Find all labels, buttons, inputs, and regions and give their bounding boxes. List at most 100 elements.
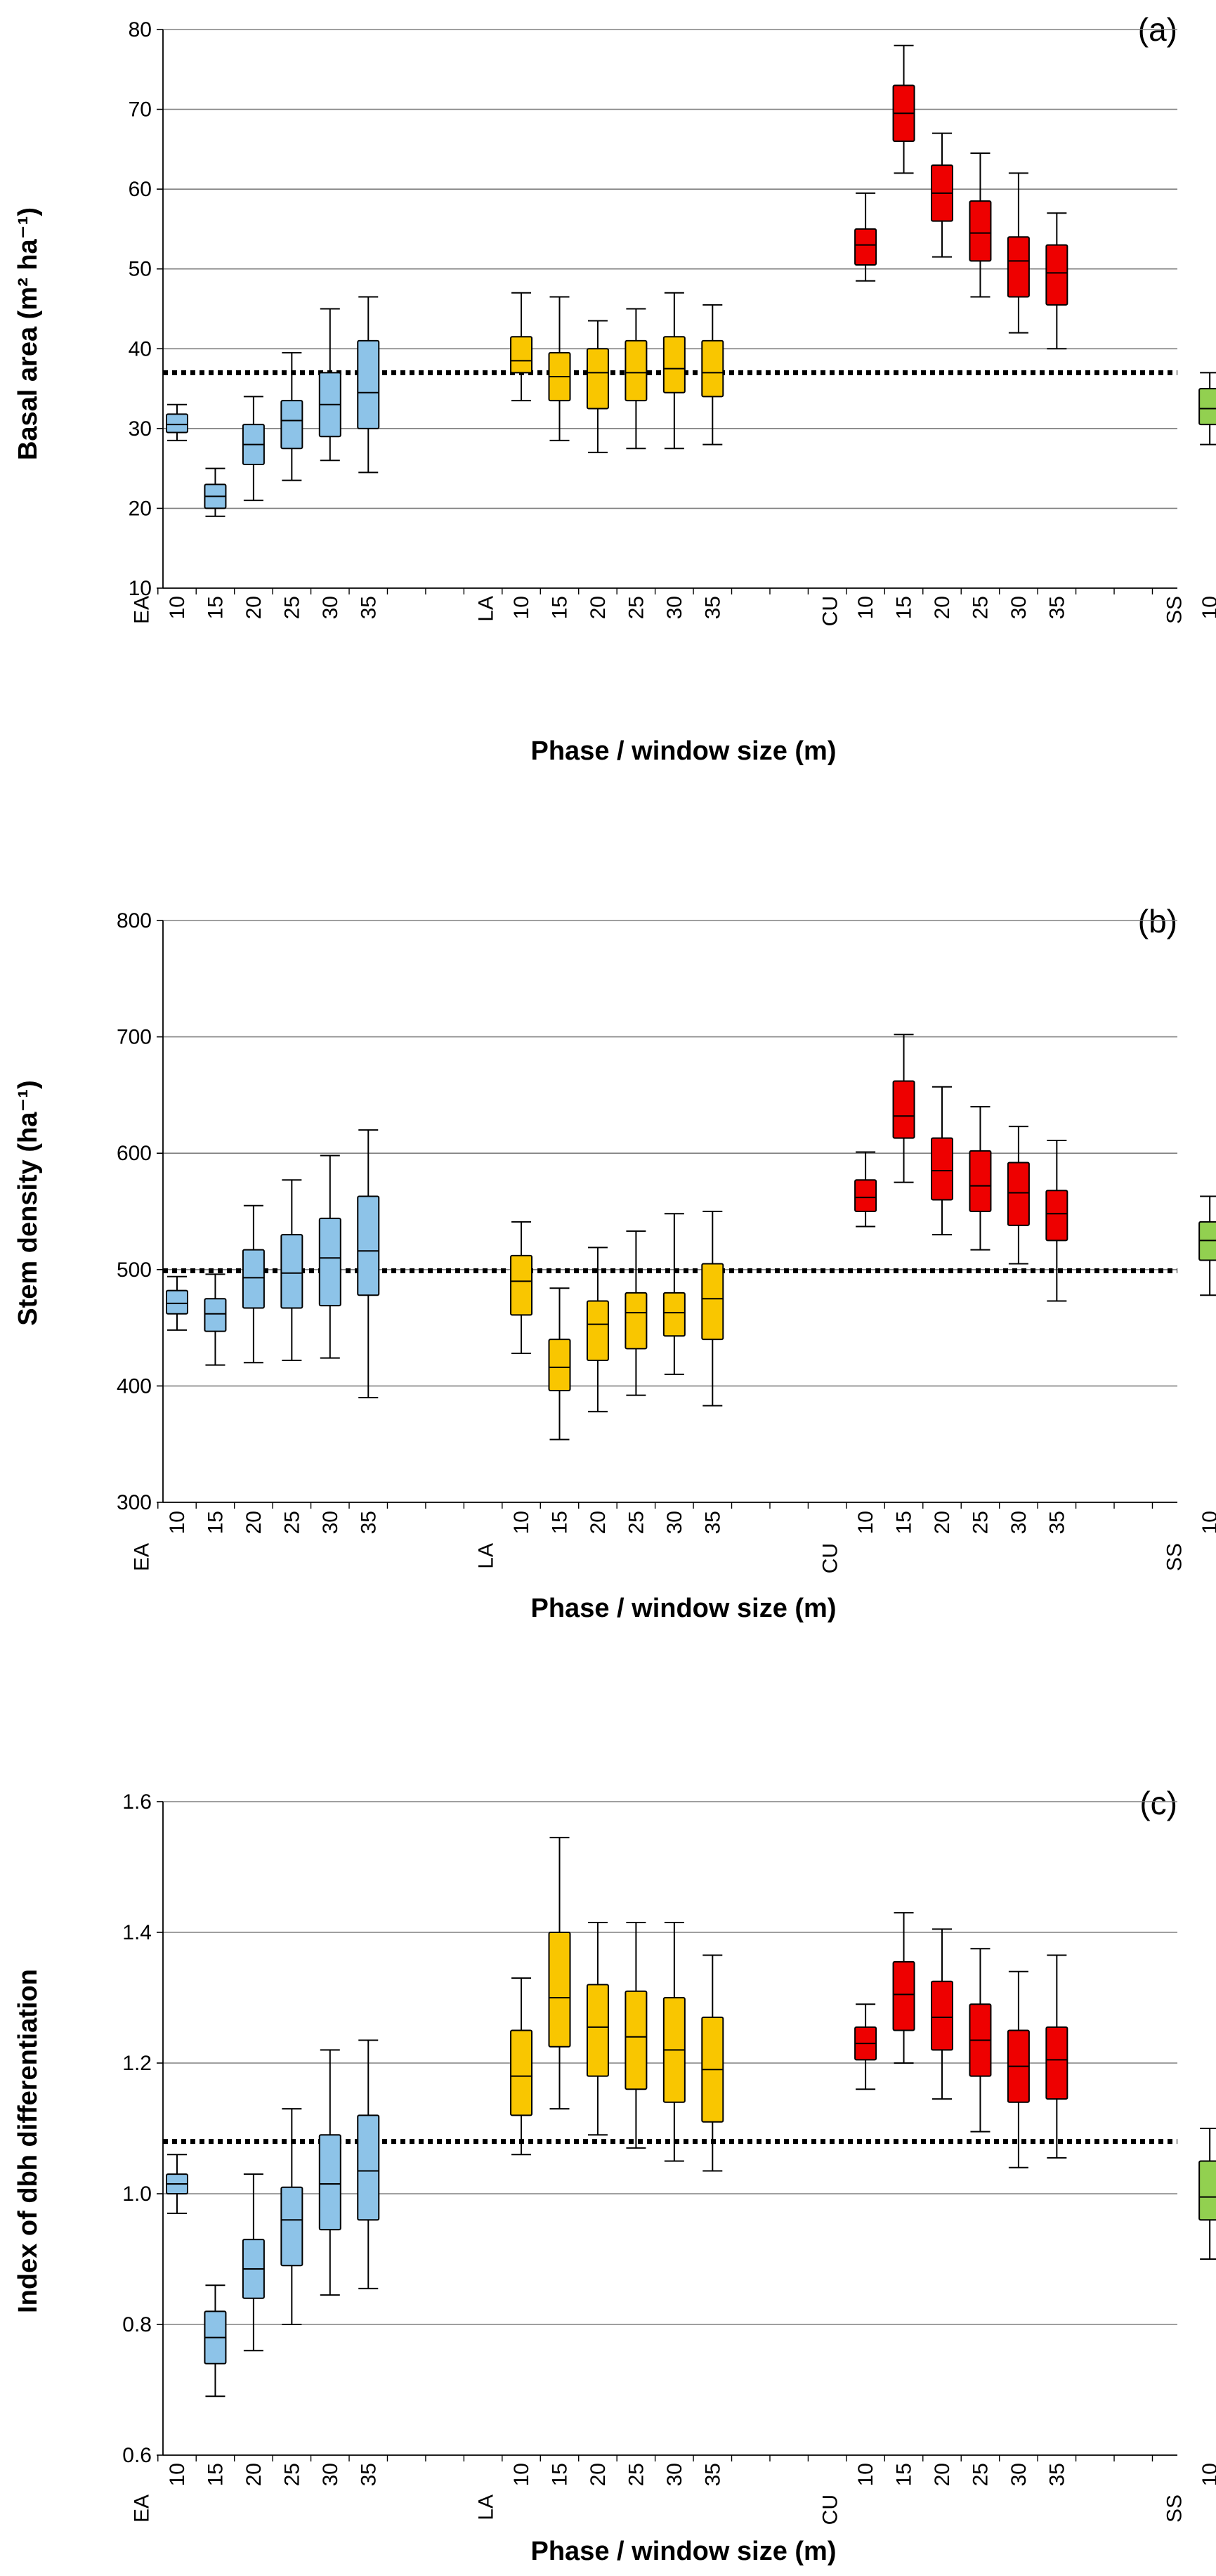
group-ea: 10 15 20 25 30 35 EA	[131, 296, 380, 624]
box-la-35: 35	[701, 1211, 724, 1534]
box-ea-35: 35	[357, 296, 380, 619]
box-ea-25: 25	[280, 1179, 303, 1534]
x-tick-label-window: 10	[510, 2463, 533, 2486]
box-ea-25: 25	[280, 2108, 303, 2486]
x-axis-title: Phase / window size (m)	[531, 2537, 837, 2566]
x-tick-label-window: 15	[204, 2463, 227, 2486]
y-axis-title: Index of dbh differentiation	[13, 1969, 43, 2313]
box-ea-30: 30	[318, 2049, 342, 2486]
iqr-box	[969, 200, 992, 262]
box-ea-10: 10	[166, 1275, 189, 1534]
x-tick-label-phase: SS	[1163, 1543, 1186, 1571]
iqr-box	[357, 339, 380, 429]
iqr-box	[204, 1298, 227, 1332]
x-tick-label-window: 15	[893, 1511, 916, 1534]
y-tick-label: 10	[129, 577, 152, 600]
box-ss-10: 10	[1198, 2128, 1216, 2486]
iqr-box	[1198, 388, 1216, 426]
x-tick-label-window: 15	[549, 1511, 572, 1534]
x-tick-label-window: 25	[280, 1511, 303, 1534]
x-tick-label-window: 35	[357, 1511, 380, 1534]
box-cu-20: 20	[931, 1086, 954, 1534]
x-tick-label-window: 30	[663, 1511, 686, 1534]
iqr-box	[701, 339, 724, 398]
x-tick-label-window: 35	[701, 596, 724, 619]
x-tick-label-phase: CU	[819, 2494, 842, 2525]
box-ss-10: 10	[1198, 1195, 1216, 1534]
box-ea-20: 20	[242, 396, 266, 619]
box-ea-10: 10	[166, 2154, 189, 2486]
group-ss: 101520253035SS	[1163, 2128, 1216, 2523]
iqr-box	[166, 1289, 188, 1315]
box-cu-20: 20	[931, 132, 954, 619]
x-tick-label-phase: EA	[131, 596, 154, 624]
x-tick-label-window: 35	[357, 596, 380, 619]
x-tick-label-phase: SS	[1163, 596, 1186, 624]
group-la: 10 15 20 25 30 35 LA	[475, 1837, 724, 2520]
x-tick-label-window: 15	[549, 596, 572, 619]
box-ea-15: 15	[204, 1273, 227, 1534]
x-tick-label-window: 10	[1198, 2463, 1216, 2486]
iqr-box	[510, 336, 533, 374]
box-cu-10: 10	[854, 2003, 877, 2486]
box-la-25: 25	[625, 1922, 648, 2486]
iqr-box	[625, 1292, 648, 1350]
y-tick-label: 1.6	[122, 1790, 152, 1814]
iqr-box	[357, 2114, 380, 2221]
iqr-box	[510, 2029, 533, 2116]
x-tick-label-window: 30	[319, 2463, 342, 2486]
iqr-box	[280, 2186, 303, 2267]
x-tick-label-window: 30	[663, 596, 686, 619]
iqr-box	[931, 1980, 953, 2051]
iqr-box	[280, 400, 303, 450]
iqr-box	[1045, 1190, 1068, 1242]
y-tick-label: 60	[129, 178, 152, 201]
x-tick-label-window: 15	[893, 2463, 916, 2486]
box-la-10: 10	[510, 292, 533, 619]
box-la-15: 15	[548, 1287, 572, 1534]
x-tick-label-window: 15	[893, 596, 916, 619]
x-tick-label-phase: EA	[131, 1543, 154, 1571]
box-la-30: 30	[662, 292, 686, 619]
y-tick-label: 1.4	[122, 1921, 152, 1944]
box-cu-30: 30	[1007, 1970, 1031, 2486]
group-la: 10 15 20 25 30 35 LA	[475, 1211, 724, 1569]
x-tick-label-window: 20	[242, 2463, 266, 2486]
x-tick-label-window: 15	[204, 1511, 227, 1534]
box-la-35: 35	[701, 304, 724, 619]
group-cu: 10 15 20 25 30 35 CU	[819, 44, 1068, 626]
x-tick-label-window: 20	[587, 1511, 610, 1534]
x-tick-label-phase: LA	[475, 2494, 498, 2520]
box-cu-30: 30	[1007, 172, 1031, 619]
x-tick-label-phase: LA	[475, 596, 498, 622]
x-tick-label-window: 30	[1007, 2463, 1031, 2486]
iqr-box	[662, 336, 686, 393]
x-tick-label-phase: CU	[819, 1543, 842, 1573]
y-tick-label: 40	[129, 337, 152, 360]
box-la-15: 15	[548, 1837, 572, 2486]
box-ea-20: 20	[242, 1204, 266, 1534]
x-tick-label-window: 20	[242, 596, 266, 619]
y-axis-title: Basal area (m² ha⁻¹)	[13, 207, 43, 460]
iqr-box	[280, 1234, 303, 1309]
y-tick-label: 1.0	[122, 2183, 152, 2206]
panel-label: (c)	[1139, 1785, 1177, 1821]
x-tick-label-window: 20	[931, 1511, 954, 1534]
y-tick-label: 0.6	[122, 2444, 152, 2467]
x-tick-label-window: 20	[587, 2463, 610, 2486]
y-tick-label: 400	[117, 1374, 152, 1398]
x-tick-label-window: 10	[1198, 1511, 1216, 1534]
iqr-box	[318, 1217, 341, 1307]
box-cu-25: 25	[969, 1105, 992, 1534]
box-cu-15: 15	[892, 1912, 916, 2486]
x-tick-label-window: 20	[242, 1511, 266, 1534]
box-cu-30: 30	[1007, 1126, 1031, 1534]
x-tick-label-window: 10	[1198, 596, 1216, 619]
iqr-box	[318, 2134, 341, 2231]
x-tick-label-window: 35	[701, 1511, 724, 1534]
box-la-30: 30	[662, 1213, 686, 1534]
y-axis-title: Stem density (ha⁻¹)	[13, 1080, 43, 1325]
group-ea: 10 15 20 25 30 35 EA	[131, 1129, 380, 1571]
x-tick-label-window: 10	[510, 1511, 533, 1534]
